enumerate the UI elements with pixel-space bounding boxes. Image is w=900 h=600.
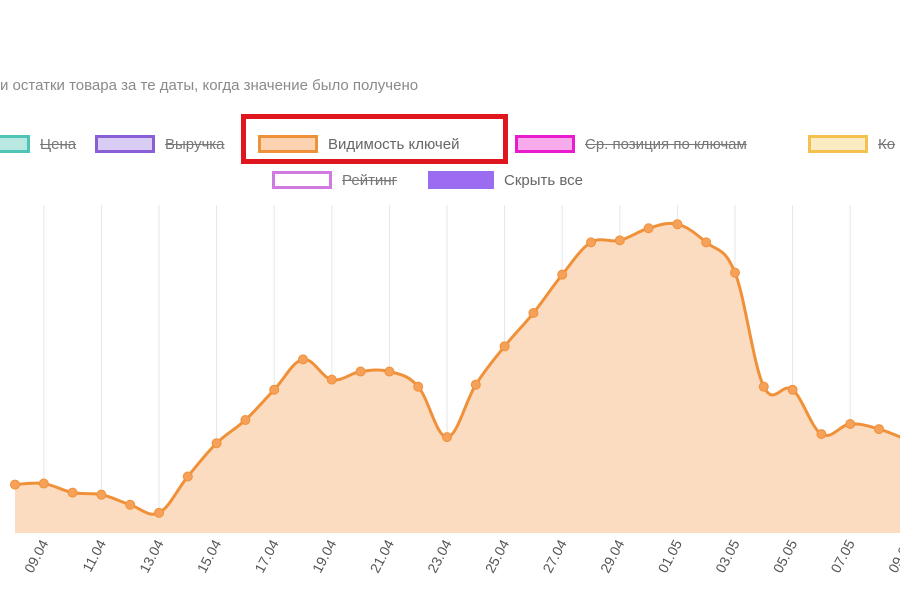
legend-item-price[interactable]: Цена — [0, 132, 76, 156]
legend-swatch-revenue — [95, 135, 155, 153]
data-point[interactable] — [643, 223, 654, 234]
x-tick-label: 19.04 — [309, 537, 340, 576]
x-tick-label: 13.04 — [136, 537, 167, 576]
legend-item-keyword-visibility[interactable]: Видимость ключей — [258, 132, 459, 156]
data-point[interactable] — [730, 267, 740, 278]
series-points — [10, 219, 884, 518]
data-point[interactable] — [154, 507, 164, 518]
data-point[interactable] — [499, 341, 510, 352]
x-tick-label: 15.04 — [194, 537, 225, 576]
data-point[interactable] — [470, 379, 481, 390]
data-point[interactable] — [182, 471, 193, 482]
data-point[interactable] — [298, 354, 308, 365]
legend-label-avg-position: Ср. позиция по ключам — [585, 135, 747, 153]
data-point[interactable] — [672, 219, 683, 230]
data-point[interactable] — [10, 479, 20, 490]
legend-swatch-ko — [808, 135, 868, 153]
data-point[interactable] — [269, 384, 280, 395]
x-tick-label: 23.04 — [424, 537, 455, 576]
x-axis-tick-labels: 09.04 11.04 13.04 15.04 17.04 19.04 21.04 23.04… — [21, 537, 900, 576]
data-point[interactable] — [442, 432, 452, 443]
x-tick-label: 03.05 — [712, 537, 743, 576]
legend-swatch-rating — [272, 171, 332, 189]
data-point[interactable] — [874, 424, 884, 435]
legend-swatch-avg-position — [515, 135, 575, 153]
data-point[interactable] — [413, 381, 424, 392]
x-tick-label: 29.04 — [597, 537, 628, 576]
data-point[interactable] — [845, 419, 856, 430]
data-point[interactable] — [125, 499, 136, 510]
data-point[interactable] — [355, 366, 366, 377]
legend-swatch-hide-all — [428, 171, 494, 189]
x-tick-label: 27.04 — [539, 537, 570, 576]
legend-label-revenue: Выручка — [165, 135, 225, 153]
data-point[interactable] — [38, 478, 49, 489]
chart-subtitle: и остатки товара за те даты, когда значе… — [0, 77, 419, 94]
data-point[interactable] — [528, 308, 539, 319]
x-tick-label: 21.04 — [366, 537, 397, 576]
series-area-keyword-visibility — [15, 223, 900, 533]
legend-label-hide-all: Скрыть все — [504, 171, 584, 189]
x-tick-label: 09.04 — [21, 537, 52, 576]
x-tick-label: 01.05 — [654, 537, 685, 576]
data-point[interactable] — [557, 269, 568, 280]
x-tick-label: 17.04 — [251, 537, 282, 576]
data-point[interactable] — [787, 384, 798, 395]
legend-label-keyword-visibility: Видимость ключей — [328, 135, 460, 153]
data-point[interactable] — [67, 487, 78, 498]
legend-item-rating[interactable]: Рейтинг — [272, 168, 397, 192]
x-tick-label: 11.04 — [79, 537, 109, 575]
legend-item-hide-all[interactable]: Скрыть все — [428, 168, 583, 192]
data-point[interactable] — [384, 366, 395, 377]
legend-label-price: Цена — [40, 135, 77, 153]
x-tick-label: 07.05 — [827, 537, 858, 576]
data-point[interactable] — [240, 414, 251, 425]
data-point[interactable] — [326, 374, 337, 385]
data-point[interactable] — [614, 235, 625, 246]
legend-item-revenue[interactable]: Выручка — [95, 132, 225, 156]
data-point[interactable] — [701, 237, 712, 248]
legend-item-avg-position[interactable]: Ср. позиция по ключам — [515, 132, 747, 156]
legend-item-ko[interactable]: Ко — [808, 132, 895, 156]
x-tick-label: 25.04 — [482, 537, 513, 576]
data-point[interactable] — [96, 489, 107, 500]
x-tick-label: 09.05 — [885, 537, 900, 576]
legend-label-rating: Рейтинг — [342, 171, 398, 189]
data-point[interactable] — [211, 438, 222, 449]
data-point[interactable] — [586, 237, 596, 248]
legend-label-ko: Ко — [878, 135, 896, 153]
legend-swatch-price — [0, 135, 30, 153]
legend-swatch-keyword-visibility — [258, 135, 318, 153]
x-tick-label: 05.05 — [770, 537, 801, 576]
data-point[interactable] — [758, 381, 769, 392]
data-point[interactable] — [816, 429, 827, 440]
highlight-frame — [241, 114, 508, 164]
